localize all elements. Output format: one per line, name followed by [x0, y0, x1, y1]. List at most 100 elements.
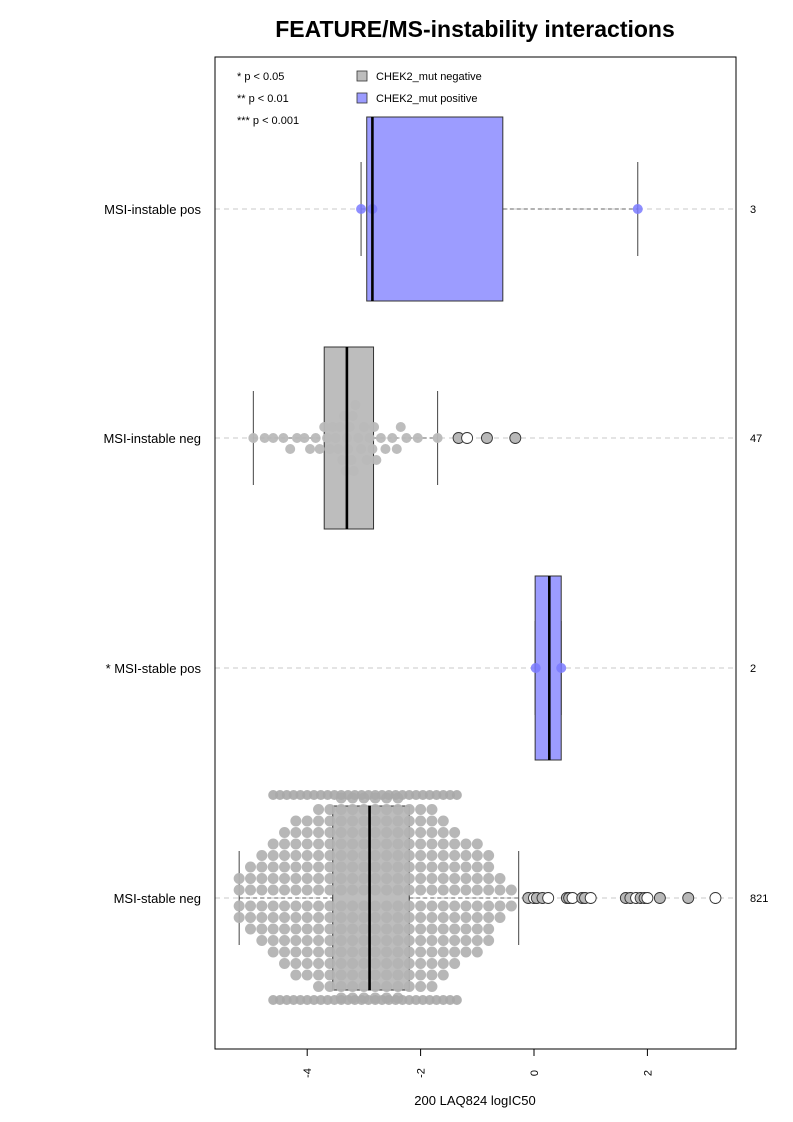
- data-point: [267, 850, 279, 861]
- data-point: [358, 935, 370, 946]
- data-point: [449, 850, 461, 861]
- data-point: [335, 900, 347, 912]
- data-point: [381, 900, 393, 912]
- data-point: [245, 912, 256, 923]
- data-point: [358, 873, 370, 884]
- data-point: [256, 850, 268, 861]
- data-point: [401, 433, 412, 443]
- data-point: [449, 873, 461, 884]
- data-point: [415, 804, 427, 815]
- data-point: [245, 873, 256, 884]
- data-point: [324, 969, 336, 981]
- data-point: [290, 815, 302, 827]
- data-point: [369, 861, 381, 873]
- data-point: [324, 884, 336, 896]
- data-point: [381, 923, 393, 935]
- data-point: [290, 935, 302, 946]
- legend-swatch: [356, 92, 368, 104]
- data-point: [335, 861, 347, 873]
- data-point: [412, 433, 423, 443]
- data-point: [381, 969, 393, 981]
- data-point: [233, 873, 245, 884]
- x-tick-label: -2: [416, 1068, 428, 1078]
- data-point: [358, 850, 370, 861]
- data-point: [392, 912, 404, 923]
- data-point: [437, 912, 449, 923]
- data-point: [415, 900, 427, 912]
- group-label: * MSI-stable pos: [106, 661, 202, 676]
- data-point: [381, 804, 393, 815]
- data-point: [290, 838, 302, 850]
- data-point: [313, 850, 325, 861]
- data-point: [256, 923, 268, 935]
- x-tick-label: 0: [529, 1070, 541, 1076]
- data-point: [279, 827, 291, 838]
- data-point: [395, 422, 406, 432]
- data-point: [426, 969, 438, 981]
- data-point: [471, 900, 483, 912]
- data-point: [335, 923, 347, 935]
- legend-entry-label: CHEK2_mut positive: [376, 93, 478, 105]
- data-point: [335, 815, 347, 827]
- data-point: [415, 884, 427, 896]
- data-point: [358, 804, 370, 815]
- data-point: [494, 912, 506, 923]
- data-point: [358, 912, 370, 923]
- data-point: [279, 900, 291, 912]
- data-point: [233, 884, 245, 896]
- data-point: [347, 946, 359, 958]
- data-point: [301, 827, 313, 838]
- data-point: [392, 946, 404, 958]
- data-point: [375, 433, 386, 443]
- data-point: [347, 838, 359, 850]
- data-point: [313, 958, 325, 969]
- data-point: [313, 969, 325, 981]
- data-point: [449, 838, 461, 850]
- data-point: [290, 900, 302, 912]
- outlier-point: [584, 892, 597, 904]
- data-point: [392, 935, 404, 946]
- data-point: [437, 923, 449, 935]
- data-point: [267, 884, 279, 896]
- data-point: [335, 969, 347, 981]
- data-point: [347, 850, 359, 861]
- data-point: [301, 884, 313, 896]
- data-point: [290, 946, 302, 958]
- data-point: [415, 838, 427, 850]
- data-point: [415, 850, 427, 861]
- data-point: [267, 861, 279, 873]
- outlier-point: [509, 432, 522, 444]
- data-point: [460, 935, 472, 946]
- data-point: [290, 969, 302, 981]
- group-count: 3: [750, 204, 756, 216]
- data-point: [471, 884, 483, 896]
- data-point: [367, 444, 378, 454]
- data-point: [426, 873, 438, 884]
- data-point: [505, 900, 517, 912]
- data-point: [381, 884, 393, 896]
- data-point: [268, 433, 279, 443]
- data-point: [346, 455, 357, 465]
- data-point: [361, 455, 372, 465]
- data-point: [415, 981, 427, 992]
- data-point: [369, 827, 381, 838]
- data-point: [299, 433, 310, 443]
- data-point: [387, 433, 398, 443]
- data-point: [245, 884, 256, 896]
- data-point: [356, 444, 367, 454]
- data-point: [451, 995, 462, 1005]
- data-point: [290, 923, 302, 935]
- data-point: [314, 444, 325, 454]
- data-point: [313, 861, 325, 873]
- data-point: [324, 873, 336, 884]
- data-point: [313, 827, 325, 838]
- data-point: [267, 923, 279, 935]
- data-point: [437, 873, 449, 884]
- data-point: [358, 969, 370, 981]
- data-point: [350, 400, 361, 410]
- data-point: [301, 969, 313, 981]
- data-point: [483, 912, 495, 923]
- data-point: [381, 827, 393, 838]
- group-3: * MSI-stable pos 2: [106, 575, 756, 761]
